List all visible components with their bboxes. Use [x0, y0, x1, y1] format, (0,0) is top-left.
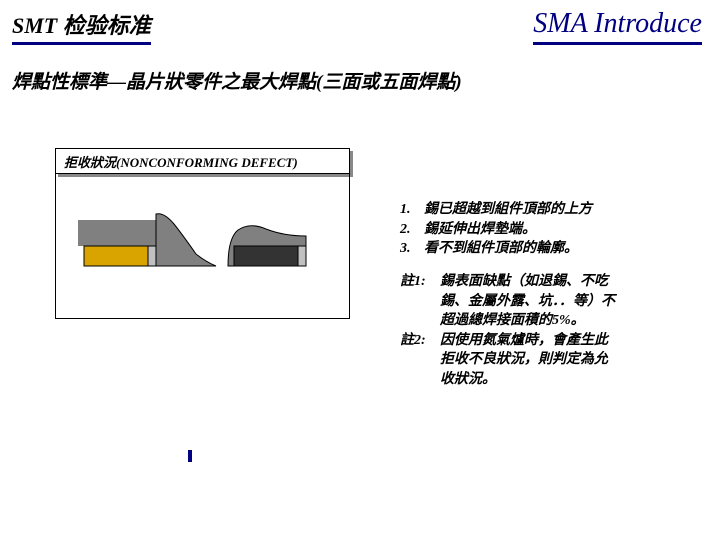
- header: SMT 检验标准 SMA Introduce: [0, 0, 720, 45]
- note-row: 收狀況。: [400, 370, 700, 390]
- list-item-number: 2.: [400, 220, 424, 240]
- note-label: [400, 350, 440, 370]
- defect-list-item: 2.錫延伸出焊墊端。: [400, 220, 700, 240]
- note-label: 註2:: [400, 331, 440, 351]
- list-item-text: 錫延伸出焊墊端。: [424, 220, 536, 240]
- list-item-text: 看不到組件頂部的輪廓。: [424, 239, 578, 259]
- note-label: [400, 370, 440, 390]
- diagram-container: [55, 174, 350, 319]
- header-right-title: SMA Introduce: [533, 8, 702, 45]
- notes-list: 註1:錫表面缺點（如退錫、不吃錫、金屬外露、坑．．等）不超過總焊接面積的5%。註…: [400, 272, 700, 390]
- note-label: [400, 311, 440, 331]
- note-text: 超過總焊接面積的5%。: [440, 311, 700, 331]
- note-text: 錫、金屬外露、坑．．等）不: [440, 292, 700, 312]
- note-text: 拒收不良狀況，則判定為允: [440, 350, 700, 370]
- solder-diagram: [56, 174, 351, 319]
- defect-status-label: 拒收狀況(NONCONFORMING DEFECT): [64, 152, 298, 171]
- note-label: [400, 292, 440, 312]
- defect-list: 1.錫已超越到組件頂部的上方2.錫延伸出焊墊端。3.看不到組件頂部的輪廓。: [400, 200, 700, 259]
- defect-status-box: 拒收狀況(NONCONFORMING DEFECT): [55, 148, 350, 174]
- note-row: 錫、金屬外露、坑．．等）不: [400, 292, 700, 312]
- list-item-number: 3.: [400, 239, 424, 259]
- page-subtitle: 焊點性標準—晶片狀零件之最大焊點(三面或五面焊點): [0, 45, 720, 94]
- list-item-text: 錫已超越到組件頂部的上方: [424, 200, 592, 220]
- header-left-title: SMT 检验标准: [12, 8, 151, 45]
- defect-list-item: 3.看不到組件頂部的輪廓。: [400, 239, 700, 259]
- note-label: 註1:: [400, 272, 440, 292]
- note-row: 超過總焊接面積的5%。: [400, 311, 700, 331]
- list-item-number: 1.: [400, 200, 424, 220]
- footer-mark: [188, 450, 192, 462]
- note-row: 註1:錫表面缺點（如退錫、不吃: [400, 272, 700, 292]
- note-row: 註2:因使用氮氣爐時，會產生此: [400, 331, 700, 351]
- note-text: 因使用氮氣爐時，會產生此: [440, 331, 700, 351]
- note-text: 錫表面缺點（如退錫、不吃: [440, 272, 700, 292]
- note-row: 拒收不良狀況，則判定為允: [400, 350, 700, 370]
- note-text: 收狀況。: [440, 370, 700, 390]
- defect-list-item: 1.錫已超越到組件頂部的上方: [400, 200, 700, 220]
